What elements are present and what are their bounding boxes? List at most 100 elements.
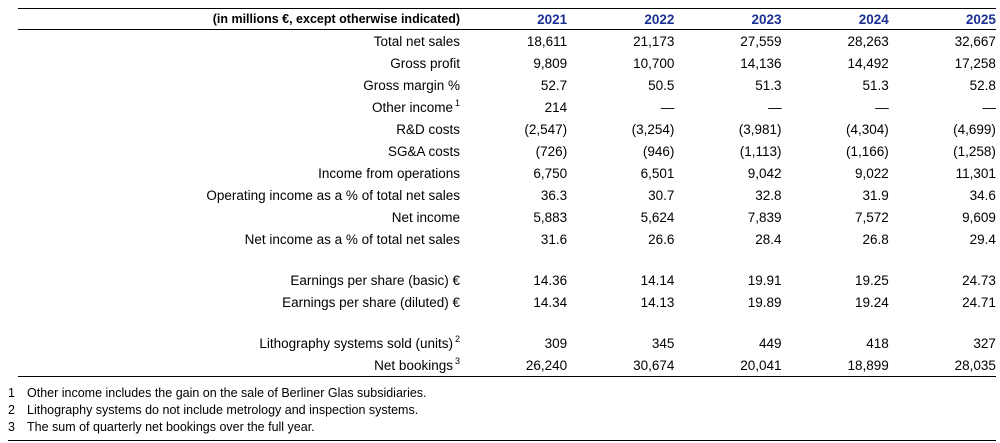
row-value: 10,700 — [633, 55, 675, 71]
row-label-text: SG&A costs — [387, 143, 460, 159]
row-value: 309 — [544, 335, 568, 351]
table-row: Net bookings 3 26,240 30,674 20,041 18,899 28,… — [18, 354, 996, 376]
row-label-text: Other income — [371, 99, 453, 115]
row-value: 418 — [866, 335, 889, 351]
footnote: 3 The sum of quarterly net bookings over … — [8, 419, 996, 436]
footnote-ref: 3 — [454, 356, 460, 366]
footnote: 2 Lithography systems do not include metr… — [8, 402, 996, 419]
row-label-text: Gross profit — [390, 55, 460, 71]
spacer-row — [18, 250, 996, 269]
row-label-text: Income from operations — [318, 165, 460, 181]
row-value: 9,022 — [854, 165, 889, 181]
row-value: 31.9 — [862, 187, 889, 203]
row-label: Net income as a % of total net sales — [18, 232, 460, 247]
unit-label: (in millions €, except otherwise indicat… — [212, 12, 460, 26]
row-value: 24.71 — [962, 294, 996, 310]
footnotes: 1 Other income includes the gain on the s… — [8, 385, 996, 436]
footnote-ref: 2 — [454, 334, 460, 344]
row-value: 6,750 — [533, 165, 568, 181]
row-value: (1,113) — [739, 143, 782, 159]
footnote-text: The sum of quarterly net bookings over t… — [27, 420, 315, 434]
row-label-text: Earnings per share (diluted) € — [282, 294, 460, 310]
table-row: Income from operations 6,750 6,501 9,042 9,0… — [18, 162, 996, 184]
table-row: Gross margin % 52.7 50.5 51.3 51.3 52.8 — [18, 74, 996, 96]
row-value: 7,572 — [854, 209, 889, 225]
bottom-rule — [8, 440, 996, 441]
row-value: 14.13 — [640, 294, 675, 310]
row-value: 9,042 — [747, 165, 782, 181]
row-value: 5,883 — [533, 209, 568, 225]
row-value: 52.7 — [540, 77, 568, 93]
row-value: 19.24 — [854, 294, 889, 310]
row-value: 327 — [973, 335, 996, 351]
row-value: 26.8 — [862, 231, 889, 247]
row-value: (4,699) — [953, 121, 996, 137]
row-value: 36.3 — [540, 187, 568, 203]
table-row: Total net sales 18,611 21,173 27,559 28,263 3… — [18, 30, 996, 52]
row-value: 27,559 — [740, 33, 782, 49]
year-header: 2021 — [537, 11, 568, 27]
table-body: Total net sales 18,611 21,173 27,559 28,263 3… — [18, 30, 996, 376]
row-value: 18,611 — [526, 33, 568, 49]
row-value: 51.3 — [755, 77, 782, 93]
row-value: — — [660, 99, 675, 115]
row-label-text: Lithography systems sold (units) — [259, 335, 453, 351]
row-label: Income from operations — [18, 166, 460, 181]
table-row: Net income as a % of total net sales 31.6… — [18, 228, 996, 250]
year-header: 2022 — [644, 11, 675, 27]
table-row: R&D costs (2,547) (3,254) (3,981) (4,304) (4,… — [18, 118, 996, 140]
row-value: 32.8 — [755, 187, 782, 203]
row-value: — — [982, 99, 996, 115]
table-row: SG&A costs (726) (946) (1,113) (1,166) (1,258… — [18, 140, 996, 162]
row-value: 9,809 — [533, 55, 568, 71]
row-label-text: R&D costs — [396, 121, 460, 137]
row-value: 11,301 — [955, 165, 996, 181]
table-row: Gross profit 9,809 10,700 14,136 14,492 17,25… — [18, 52, 996, 74]
row-value: 14.34 — [533, 294, 568, 310]
table-row: Operating income as a % of total net sal… — [18, 184, 996, 206]
row-label: Earnings per share (diluted) € — [18, 295, 460, 310]
row-value: (2,547) — [524, 121, 568, 137]
row-value: 5,624 — [640, 209, 675, 225]
row-value: 14,492 — [847, 55, 889, 71]
row-value: 52.8 — [969, 77, 996, 93]
row-label-text: Net income as a % of total net sales — [244, 231, 460, 247]
row-value: (1,166) — [845, 143, 889, 159]
footnote-number: 1 — [8, 386, 15, 400]
row-label: Lithography systems sold (units) 2 — [18, 334, 460, 351]
row-value: 50.5 — [648, 77, 675, 93]
footnote-ref: 1 — [454, 98, 460, 108]
row-value: 28,035 — [954, 357, 996, 373]
row-value: 6,501 — [640, 165, 675, 181]
row-label: Other income 1 — [18, 98, 460, 115]
row-label-text: Net income — [391, 209, 460, 225]
row-label: SG&A costs — [18, 144, 460, 159]
row-value: 18,899 — [847, 357, 889, 373]
row-label: Gross profit — [18, 56, 460, 71]
row-value: 7,839 — [747, 209, 782, 225]
row-label: Gross margin % — [18, 78, 460, 93]
row-label: Net bookings 3 — [18, 356, 460, 373]
year-header: 2023 — [751, 11, 782, 27]
row-value: 17,258 — [954, 55, 996, 71]
row-value: 14,136 — [740, 55, 782, 71]
row-value: — — [875, 99, 889, 115]
row-value: 214 — [544, 99, 568, 115]
row-value: 345 — [651, 335, 675, 351]
row-label-text: Earnings per share (basic) € — [290, 272, 460, 288]
row-value: 19.91 — [747, 272, 782, 288]
row-value: 14.36 — [533, 272, 568, 288]
row-label-text: Gross margin % — [363, 77, 460, 93]
table-row: Net income 5,883 5,624 7,839 7,572 9,609 — [18, 206, 996, 228]
table-row: Other income 1 214 — — — — — [18, 96, 996, 118]
footnote-number: 3 — [8, 420, 15, 434]
row-value: 24.73 — [962, 272, 996, 288]
row-value: (1,258) — [953, 143, 996, 159]
footnote-text: Other income includes the gain on the sa… — [27, 386, 427, 400]
row-value: 28,263 — [847, 33, 889, 49]
year-header: 2024 — [858, 11, 889, 27]
footnote: 1 Other income includes the gain on the s… — [8, 385, 996, 402]
table-row: Lithography systems sold (units) 2 309 345 4… — [18, 332, 996, 354]
row-value: 34.6 — [969, 187, 996, 203]
table-row: Earnings per share (basic) € 14.36 14.14 19… — [18, 269, 996, 291]
